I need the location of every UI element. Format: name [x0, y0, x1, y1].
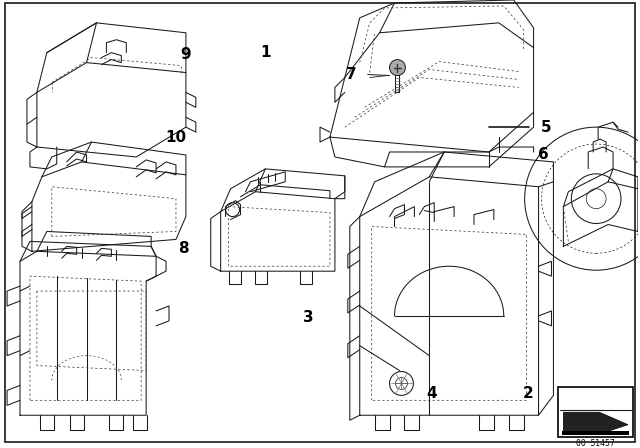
Text: 8: 8 — [179, 241, 189, 256]
Text: 1: 1 — [260, 45, 271, 60]
Text: 5: 5 — [541, 120, 552, 135]
Text: 00  51457: 00 51457 — [576, 439, 615, 448]
Bar — [563, 431, 629, 435]
Bar — [559, 388, 633, 437]
Text: 2: 2 — [524, 386, 534, 401]
Text: 10: 10 — [165, 129, 186, 145]
Polygon shape — [563, 412, 628, 434]
Circle shape — [390, 60, 405, 76]
Text: 7: 7 — [346, 67, 357, 82]
Text: 3: 3 — [303, 310, 314, 325]
Text: 9: 9 — [180, 47, 191, 62]
Text: 6: 6 — [538, 147, 549, 163]
Text: 4: 4 — [426, 386, 436, 401]
